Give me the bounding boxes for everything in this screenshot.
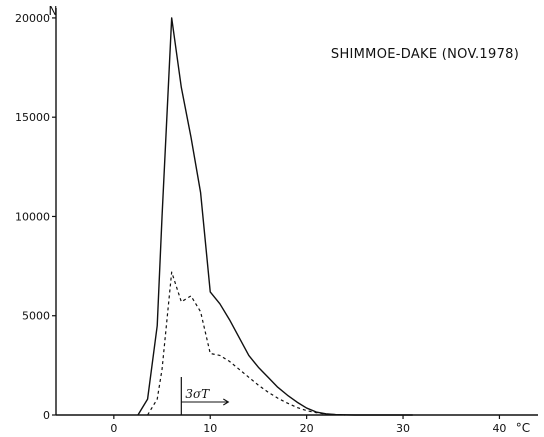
series-line-dashed	[147, 271, 346, 416]
series-line-solid	[137, 17, 413, 416]
x-tick-label: 0	[110, 422, 117, 435]
axes: 0 10 20 30 40 0 5000 10000 15000 20000 N °C	[15, 4, 538, 435]
y-axis-label: N	[49, 4, 58, 18]
y-tick-label: 10000	[15, 210, 50, 223]
chart-title: SHIMMOE-DAKE (NOV.1978)	[331, 47, 519, 62]
y-tick-label: 0	[43, 409, 50, 422]
x-tick-label: 40	[492, 422, 506, 435]
y-ticks: 0 5000 10000 15000 20000	[15, 12, 56, 422]
sigma-arrow	[181, 398, 230, 406]
sigma-annotation: 3σT	[180, 377, 230, 415]
x-tick-label: 20	[300, 422, 314, 435]
x-axis-label: °C	[516, 421, 530, 435]
y-tick-label: 5000	[22, 310, 50, 323]
y-tick-label: 20000	[15, 12, 50, 25]
x-tick-label: 10	[203, 422, 217, 435]
series-layer	[137, 17, 413, 416]
x-tick-label: 30	[396, 422, 410, 435]
y-tick-label: 15000	[15, 111, 50, 124]
sigma-label: 3σT	[185, 387, 210, 401]
x-ticks: 0 10 20 30 40	[110, 415, 506, 435]
